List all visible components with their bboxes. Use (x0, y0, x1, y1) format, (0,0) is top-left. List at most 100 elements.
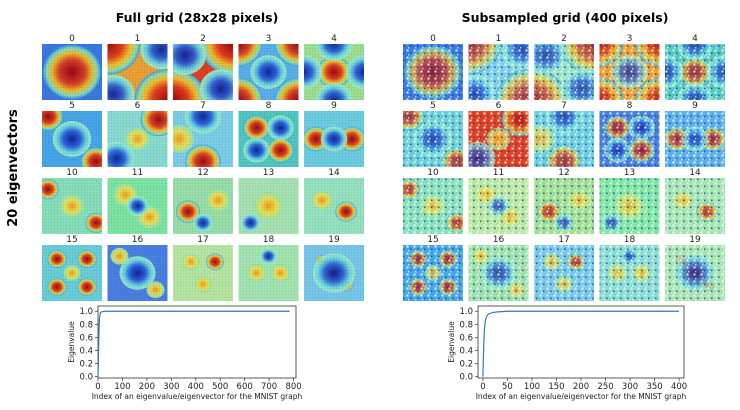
tile-index-label: 8 (266, 101, 272, 111)
y-tick-label: 0.8 (79, 320, 93, 330)
tile-index-label: 7 (561, 101, 567, 111)
tile-index-label: 6 (135, 101, 141, 111)
x-tick-label: 0 (480, 382, 485, 392)
eigenvector-tile (403, 178, 463, 234)
tile-index-label: 4 (331, 34, 337, 44)
x-tick-label: 500 (212, 382, 228, 392)
y-axis-label: Eigenvalue (447, 321, 456, 363)
tile-index-label: 3 (627, 34, 633, 44)
eigenvector-tile (468, 44, 529, 100)
eigenvector-tile (403, 245, 463, 301)
eigenvector-tile (42, 245, 102, 301)
eigenvector-tile (107, 178, 168, 234)
tile-index-label: 18 (624, 235, 636, 245)
tile-index-label: 10 (427, 168, 439, 178)
x-axis-label: Index of an eigenvalue/eigenvector for t… (92, 392, 303, 401)
eigenvector-tile (665, 111, 725, 167)
x-axis-label: Index of an eigenvalue/eigenvector for t… (476, 392, 687, 401)
tile-index-label: 0 (430, 34, 436, 44)
x-tick-label: 800 (285, 382, 301, 392)
eigenvector-tile (42, 178, 102, 234)
eigenvector-tile (107, 245, 168, 301)
eigenvector-tile (534, 111, 594, 167)
y-axis-label: Eigenvalue (67, 321, 76, 363)
eigenvector-tile (468, 111, 529, 167)
tile-index-label: 6 (496, 101, 502, 111)
tile-index-label: 17 (558, 235, 569, 245)
y-tick-label: 0.4 (459, 347, 473, 357)
tile-index-label: 15 (427, 235, 438, 245)
x-tick-label: 350 (646, 382, 662, 392)
tile-index-label: 13 (263, 168, 274, 178)
tile-index-label: 12 (197, 168, 208, 178)
tile-index-label: 2 (200, 34, 206, 44)
tile-index-label: 13 (624, 168, 635, 178)
eigenvector-tile (173, 178, 233, 234)
eigenvector-tile (665, 245, 725, 301)
eigenvector-tile (238, 111, 299, 167)
right-eigenvalue-chart: 0 50 100 150 200 250 300 350 400 0.0 0.2 0.4 0.6 0.8 1… (447, 305, 687, 401)
eigenvector-tile (534, 44, 594, 100)
tile-index-label: 9 (331, 101, 337, 111)
tile-index-label: 16 (132, 235, 144, 245)
x-tick-label: 50 (502, 382, 513, 392)
eigenvector-tile (665, 178, 725, 234)
eigenvector-tile (42, 111, 102, 167)
y-tick-label: 0.4 (79, 347, 93, 357)
tile-index-label: 14 (328, 168, 340, 178)
tile-index-label: 12 (558, 168, 569, 178)
eigenvector-tile (238, 245, 299, 301)
y-tick-label: 0.0 (459, 373, 473, 383)
tile-index-label: 18 (263, 235, 275, 245)
x-tick-label: 100 (114, 382, 130, 392)
eigenvector-tile (468, 245, 529, 301)
x-tick-label: 200 (573, 382, 589, 392)
eigenvector-tile (304, 44, 364, 100)
eigenvector-tile (42, 44, 102, 100)
eigenvector-tile (304, 245, 364, 301)
y-tick-label: 0.0 (79, 373, 93, 383)
eigenvector-tile (107, 111, 168, 167)
y-tick-label: 1.0 (459, 307, 473, 317)
tile-index-label: 0 (69, 34, 75, 44)
eigenvector-tile (665, 44, 725, 100)
tile-index-label: 3 (266, 34, 272, 44)
y-tick-label: 0.2 (459, 360, 473, 370)
chart-frame (97, 305, 297, 379)
eigenvector-tile (304, 111, 364, 167)
tile-index-label: 11 (132, 168, 143, 178)
row-label: 20 eigenvectors (6, 109, 21, 227)
x-tick-label: 200 (139, 382, 155, 392)
tile-index-label: 14 (689, 168, 701, 178)
x-tick-label: 0 (95, 382, 100, 392)
eigenvector-tile (173, 44, 233, 100)
chart-frame (477, 305, 685, 379)
x-tick-label: 250 (597, 382, 613, 392)
y-tick-label: 1.0 (79, 307, 93, 317)
y-tick-label: 0.2 (79, 360, 93, 370)
right-panel-title: Subsampled grid (400 pixels) (462, 10, 669, 25)
eigenvector-tile (599, 245, 660, 301)
tile-index-label: 9 (692, 101, 698, 111)
tile-index-label: 16 (493, 235, 505, 245)
x-tick-label: 700 (261, 382, 277, 392)
x-tick-label: 300 (622, 382, 638, 392)
left-eigenvalue-chart: 0 100 200 300 400 500 600 700 800 0.0 0.2 0.4 0.6 0.8… (67, 305, 303, 401)
x-tick-label: 300 (163, 382, 179, 392)
tile-index-label: 15 (66, 235, 77, 245)
tile-index-label: 1 (496, 34, 502, 44)
tile-index-label: 8 (627, 101, 633, 111)
tile-index-label: 17 (197, 235, 208, 245)
tile-index-label: 19 (328, 235, 340, 245)
eigenvector-tile (173, 245, 233, 301)
eigenvector-tile (107, 44, 168, 100)
eigenvector-tile (468, 178, 529, 234)
tile-index-label: 5 (430, 101, 436, 111)
x-tick-label: 400 (671, 382, 687, 392)
eigenvector-tile (304, 178, 364, 234)
eigenvector-tile (403, 111, 463, 167)
eigenvector-tile (534, 245, 594, 301)
tile-index-label: 10 (66, 168, 78, 178)
eigenvector-tile (238, 178, 299, 234)
x-tick-label: 600 (237, 382, 253, 392)
